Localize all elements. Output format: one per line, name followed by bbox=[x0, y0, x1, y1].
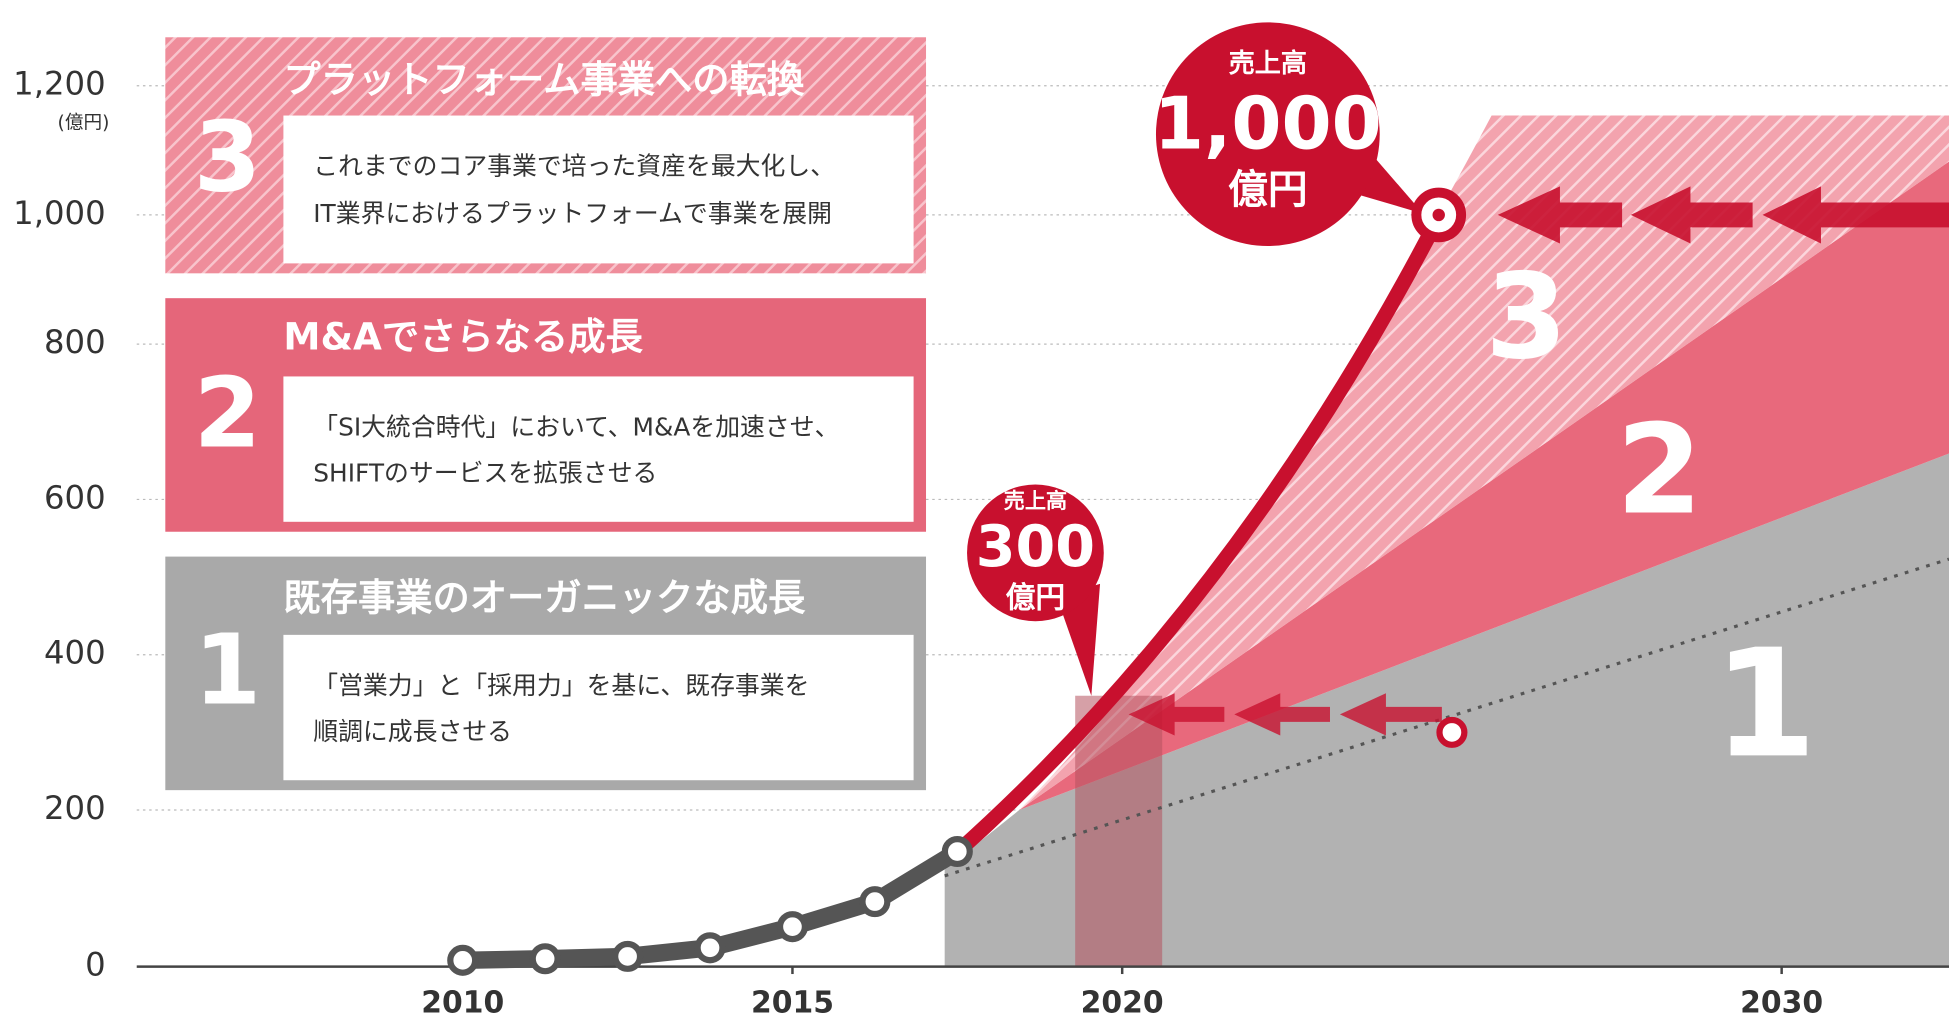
region-1 bbox=[944, 453, 1949, 967]
callout-unit: 億円 bbox=[1228, 167, 1308, 213]
y-tick-label: 200 bbox=[44, 789, 106, 827]
panel-number: 1 bbox=[194, 613, 261, 726]
target-point bbox=[1436, 716, 1468, 748]
y-tick-label: 400 bbox=[44, 634, 106, 672]
projection-curve bbox=[952, 207, 1449, 858]
arrows-300 bbox=[1128, 693, 1442, 736]
panel-text: 「営業力」と「採用力」を基に、既存事業を bbox=[313, 671, 809, 700]
y-unit: (億円) bbox=[58, 112, 110, 133]
panel-title: プラットフォーム事業への転換 bbox=[283, 58, 804, 102]
panel-box bbox=[283, 634, 914, 781]
x-tick-label: 2030 bbox=[1740, 985, 1823, 1020]
data-point bbox=[529, 943, 561, 975]
panel-text: これまでのコア事業で培った資産を最大化し、 bbox=[313, 152, 835, 181]
region-number: 2 bbox=[1616, 399, 1702, 543]
panel-box bbox=[283, 376, 914, 522]
callout-300: 売上高 300 億円 bbox=[967, 484, 1104, 696]
region-number: 3 bbox=[1485, 248, 1567, 386]
x-tick-label: 2015 bbox=[751, 985, 834, 1020]
callout-amount: 1,000 bbox=[1154, 82, 1382, 166]
y-tick-label: 600 bbox=[44, 478, 106, 516]
panel-text: 「SI大統合時代」において、M&Aを加速させ、 bbox=[313, 413, 839, 442]
panel-title: M&Aでさらなる成長 bbox=[283, 315, 643, 359]
data-point bbox=[776, 911, 808, 943]
data-point bbox=[859, 886, 891, 918]
callout-label: 売上高 bbox=[1004, 488, 1067, 513]
panel-text: 順調に成長させる bbox=[313, 717, 512, 746]
callout-label: 売上高 bbox=[1229, 48, 1307, 79]
data-point bbox=[447, 944, 479, 976]
callout-1000: 売上高 1,000 億円 bbox=[1154, 22, 1424, 246]
year-band bbox=[1075, 695, 1163, 967]
trend-line bbox=[944, 557, 1949, 878]
panel-text: IT業界におけるプラットフォームで事業を展開 bbox=[313, 199, 832, 228]
x-tick-label: 2020 bbox=[1081, 985, 1164, 1020]
x-tick-label: 2010 bbox=[421, 985, 504, 1020]
y-tick-label: 800 bbox=[44, 323, 106, 361]
panel-title: 既存事業のオーガニックな成長 bbox=[283, 576, 806, 620]
data-point bbox=[612, 940, 644, 972]
panel-box bbox=[283, 115, 914, 264]
region-3 bbox=[1019, 115, 1949, 811]
panel-text: SHIFTのサービスを拡張させる bbox=[313, 459, 657, 488]
callout-amount: 300 bbox=[976, 514, 1095, 580]
panel-number: 3 bbox=[194, 100, 261, 213]
y-tick-label: 1,200 bbox=[13, 65, 105, 103]
y-tick-label: 1,000 bbox=[13, 194, 105, 232]
panel-number: 2 bbox=[194, 356, 261, 469]
data-point bbox=[941, 835, 973, 868]
target-dot bbox=[1432, 208, 1445, 222]
data-point bbox=[694, 932, 726, 964]
callout-unit: 億円 bbox=[1006, 580, 1066, 615]
y-tick-label: 0 bbox=[85, 946, 106, 984]
region-number: 1 bbox=[1713, 618, 1817, 791]
